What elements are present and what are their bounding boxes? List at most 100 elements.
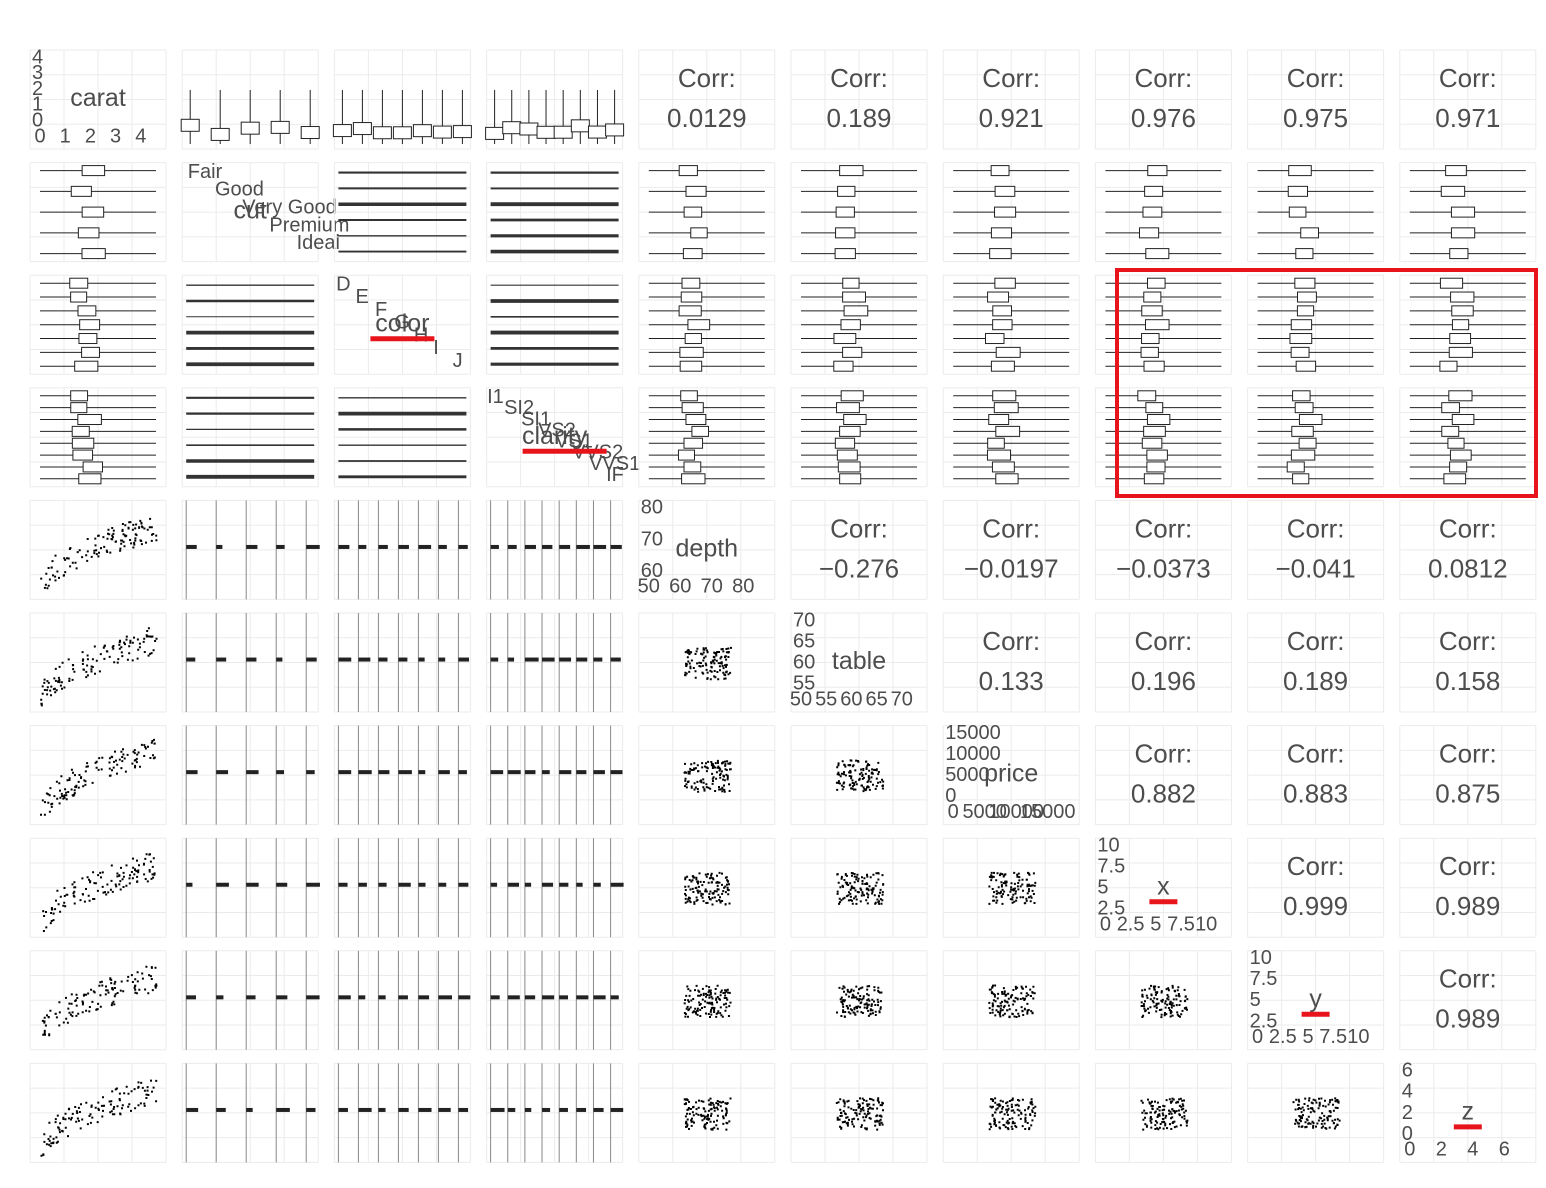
level-label: Good (215, 179, 264, 201)
corr-label: Corr: (1287, 63, 1345, 93)
boxplot-box (1145, 248, 1170, 260)
boxplot-box (70, 291, 88, 303)
boxplot-box (71, 425, 90, 437)
x-tick-label: 10000 (988, 801, 1044, 823)
facet-hist (246, 1107, 253, 1112)
corr-label: Corr: (1135, 63, 1193, 93)
corr-label: Corr: (1287, 626, 1345, 656)
facet-hist (186, 657, 196, 662)
boxplot-box (70, 185, 92, 197)
facet-hist (378, 995, 386, 1000)
scatter-cloud (683, 984, 732, 1018)
scatter-cloud (988, 1097, 1037, 1131)
boxplot-box (1147, 165, 1168, 177)
facet-hist (559, 544, 571, 549)
boxplot-box (680, 390, 698, 402)
corr-value: −0.0197 (964, 553, 1059, 583)
corr-label: Corr: (830, 63, 888, 93)
facet-hist (524, 995, 536, 1000)
level-label: SI1 (521, 408, 551, 430)
boxplot-box (691, 425, 710, 437)
boxplot-box (1143, 425, 1166, 437)
facet-hist (458, 770, 467, 775)
boxplot-box (684, 333, 702, 345)
facet-hist (542, 544, 553, 549)
boxplot-box (1290, 449, 1316, 461)
boxplot-box (990, 227, 1013, 239)
x-tick-label: 4 (1467, 1139, 1478, 1161)
boxplot-box (682, 248, 703, 260)
facet-hist (418, 770, 426, 775)
facet-hist (610, 657, 621, 662)
facet-hist (490, 544, 499, 549)
scatter-cloud (835, 759, 885, 793)
scatter-cloud (40, 517, 158, 590)
facet-hist (507, 995, 520, 1000)
boxplot-box (70, 402, 88, 414)
boxplot-box (1143, 360, 1165, 372)
scatter-cloud (40, 627, 158, 707)
x-tick-label: 55 (815, 688, 837, 710)
boxplot-box (834, 437, 856, 449)
y-tick-label: 70 (641, 528, 663, 550)
level-label: Very Good (242, 196, 337, 218)
facet-hist (398, 1107, 409, 1112)
y-tick-label: 6 (1402, 1060, 1413, 1082)
boxplot-box (81, 248, 106, 260)
facet-hist (338, 995, 351, 1000)
facet-hist (490, 995, 500, 1000)
facet-hist (418, 1107, 432, 1112)
boxplot-box (993, 402, 1019, 414)
facet-hist (358, 544, 367, 549)
facet-hist (559, 882, 569, 887)
y-tick-label: 4 (1402, 1081, 1413, 1103)
facet-hist (186, 770, 198, 775)
variable-name: cut (234, 197, 267, 225)
boxplot-box (1295, 248, 1314, 260)
x-tick-label: 50 (790, 688, 812, 710)
boxplot-box (1298, 437, 1317, 449)
boxplot-box (833, 333, 857, 345)
boxplot-box (1142, 206, 1163, 218)
y-tick-label: 60 (793, 651, 815, 673)
boxplot-box (570, 119, 590, 133)
boxplot-box (1146, 449, 1168, 461)
scatter-cloud (836, 985, 883, 1018)
facet-hist (338, 544, 350, 549)
boxplot-box (995, 473, 1019, 485)
corr-value: 0.189 (1283, 666, 1348, 696)
boxplot-box (1447, 437, 1465, 449)
corr-label: Corr: (1135, 513, 1193, 543)
boxplot-box (683, 437, 704, 449)
scatter-cloud (684, 871, 731, 906)
boxplot-box (1300, 227, 1320, 239)
x-tick-label: 0 (1404, 1139, 1415, 1161)
boxplot-box (1288, 165, 1312, 177)
boxplot-box (1146, 461, 1166, 473)
boxplot-box (989, 248, 1012, 260)
level-label: J (453, 350, 463, 372)
level-label: E (356, 286, 369, 308)
boxplot-box (78, 473, 102, 485)
facet-hist (542, 882, 554, 887)
facet-hist (186, 882, 193, 887)
corr-label: Corr: (982, 513, 1040, 543)
facet-hist (438, 882, 447, 887)
boxplot-box (835, 206, 855, 218)
y-tick-label: 60 (641, 560, 663, 582)
facet-hist (610, 995, 619, 1000)
boxplot-box (452, 125, 472, 139)
x-tick-label: 60 (669, 576, 691, 598)
boxplot-box (685, 414, 707, 426)
boxplot-box (78, 333, 98, 345)
corr-value: 0.158 (1435, 666, 1500, 696)
boxplot-box (1291, 425, 1314, 437)
boxplot-box (1287, 185, 1309, 197)
facet-hist (358, 995, 366, 1000)
y-tick-label: 0 (1402, 1123, 1413, 1145)
boxplot-box (77, 305, 97, 317)
x-tick-label: 80 (732, 576, 754, 598)
variable-name: z (1462, 1098, 1475, 1126)
boxplot-box (519, 122, 539, 136)
x-tick-label: 5000 (962, 801, 1007, 823)
